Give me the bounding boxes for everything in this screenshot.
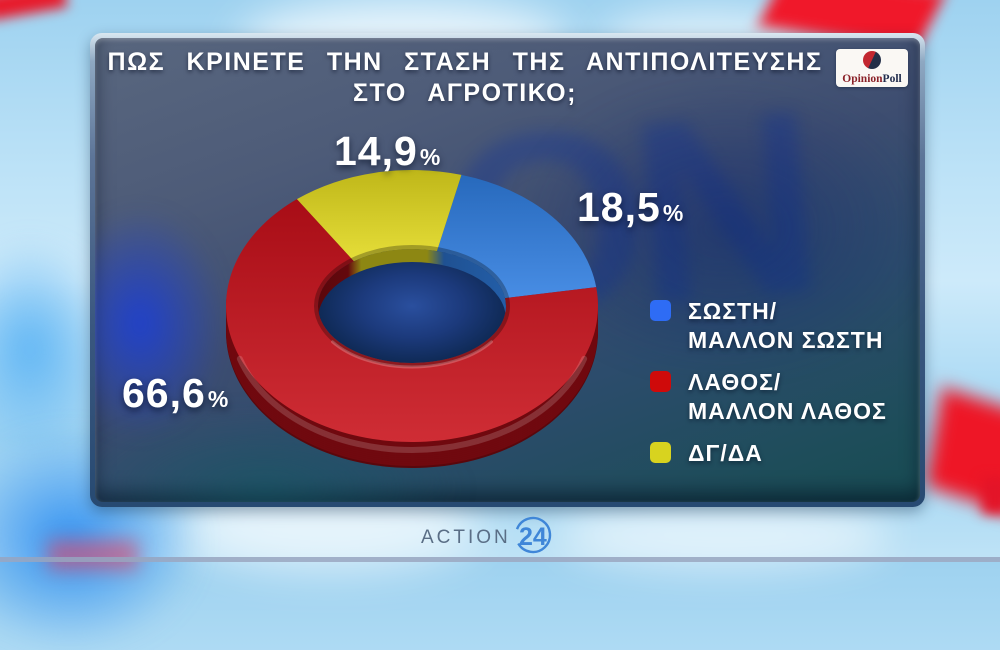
action24-name: ACTION <box>421 527 511 548</box>
poll-question-title: ΠΩΣ ΚΡΙΝΕΤΕ ΤΗΝ ΣΤΑΣΗ ΤΗΣ ΑΝΤΙΠΟΛΙΤΕΥΣΗΣ… <box>100 47 830 109</box>
bg-red-shape <box>0 0 68 21</box>
legend-item-dk-da: ΔΓ/ΔΑ <box>650 439 887 468</box>
legend-item-wrong: ΛΑΘΟΣ/ ΜΑΛΛΟΝ ΛΑΘΟΣ <box>650 368 887 426</box>
pct-label-dk-da: 14,9% <box>334 128 441 174</box>
opinion-poll-word2: Poll <box>882 73 902 85</box>
chart-legend: ΣΩΣΤΗ/ ΜΑΛΛΟΝ ΣΩΣΤΗ ΛΑΘΟΣ/ ΜΑΛΛΟΝ ΛΑΘΟΣ … <box>650 297 887 481</box>
panel-blue-glow <box>95 208 225 438</box>
pct-label-correct: 18,5% <box>577 184 684 230</box>
action24-arc-icon <box>515 516 552 554</box>
panel-teal-glow <box>95 408 465 502</box>
legend-item-correct: ΣΩΣΤΗ/ ΜΑΛΛΟΝ ΣΩΣΤΗ <box>650 297 887 355</box>
legend-swatch-blue <box>650 300 671 321</box>
legend-swatch-red <box>650 371 671 392</box>
opinion-poll-word1: Opinion <box>842 73 883 85</box>
action24-logo: ACTION 24 <box>421 516 552 554</box>
title-line-2: ΣΤΟ ΑΓΡΟΤΙΚΟ; <box>353 79 577 107</box>
title-line-1: ΠΩΣ ΚΡΙΝΕΤΕ ΤΗΝ ΣΤΑΣΗ ΤΗΣ ΑΝΤΙΠΟΛΙΤΕΥΣΗΣ <box>107 48 823 76</box>
action24-number: 24 <box>519 523 547 551</box>
legend-swatch-yellow <box>650 442 671 463</box>
pct-label-wrong: 66,6% <box>122 370 229 416</box>
opinion-poll-circle-icon <box>863 51 881 69</box>
bottom-edge-strip <box>0 557 1000 562</box>
bg-red-shape <box>48 540 138 570</box>
bg-red-shape <box>982 478 1000 514</box>
opinion-poll-logo: OpinionPoll <box>836 49 908 87</box>
